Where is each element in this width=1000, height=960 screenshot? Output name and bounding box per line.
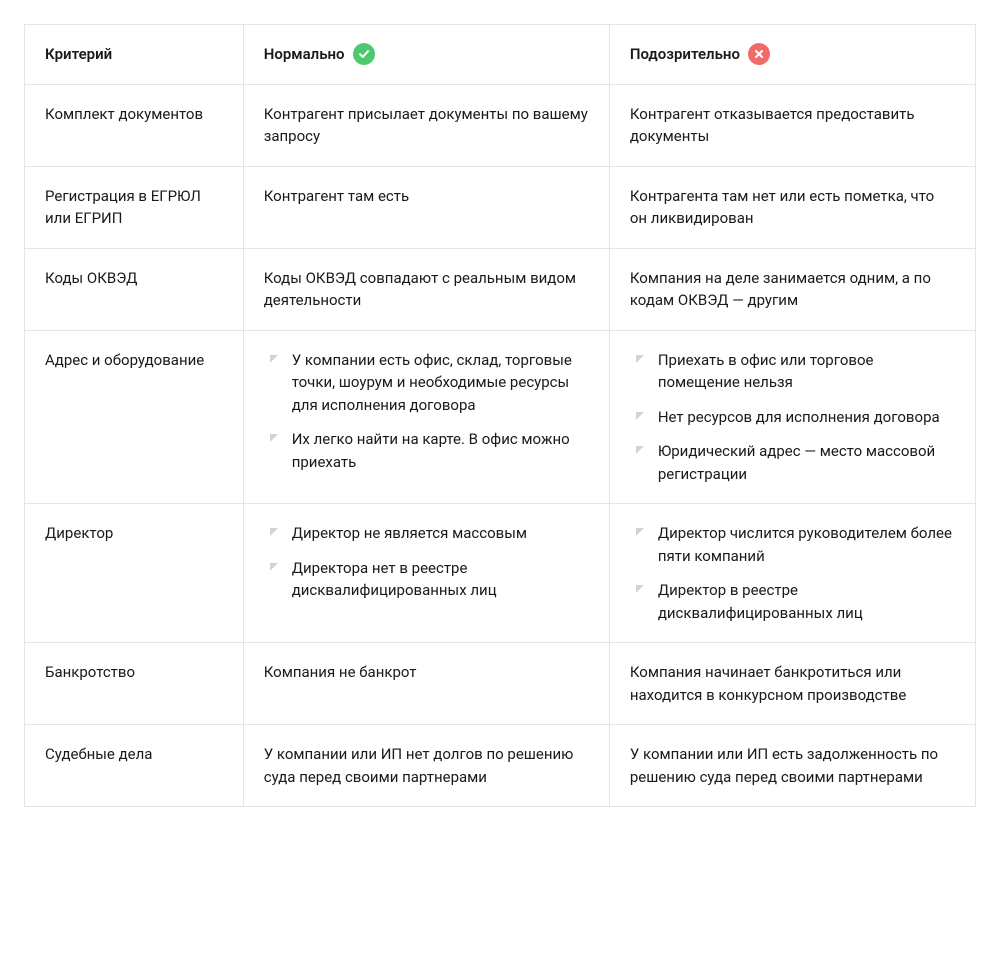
table-row: Судебные дела У компании или ИП нет долго… [25, 725, 976, 807]
cell-text: Контрагент там есть [264, 187, 409, 205]
table-row: Банкротство Компания не банкрот Компания н… [25, 643, 976, 725]
suspicious-cell: Директор числится руководителем более пя… [609, 504, 975, 643]
list-item: У компании есть офис, склад, торговые то… [264, 349, 589, 417]
col-header-normal-label: Нормально [264, 43, 345, 66]
table-header-row: Критерий Нормально Подозрительно [25, 25, 976, 85]
list-item: Нет ресурсов для исполнения договора [630, 406, 955, 429]
table-body: Комплект документов Контрагент присылает … [25, 84, 976, 807]
list-item: Приехать в офис или торговое помещение н… [630, 349, 955, 394]
cell-text: Контрагент отказывается предоставить док… [630, 105, 915, 146]
criterion-cell: Коды ОКВЭД [25, 248, 244, 330]
normal-cell: Контрагент присылает документы по вашему… [243, 84, 609, 166]
criterion-cell: Банкротство [25, 643, 244, 725]
criterion-cell: Комплект документов [25, 84, 244, 166]
cell-text: У компании или ИП есть задолженность по … [630, 745, 938, 786]
table-row: Комплект документов Контрагент присылает … [25, 84, 976, 166]
table-row: ДиректорДиректор не является массовымДир… [25, 504, 976, 643]
col-header-suspicious: Подозрительно [609, 25, 975, 85]
criterion-cell: Судебные дела [25, 725, 244, 807]
table-row: Регистрация в ЕГРЮЛ или ЕГРИП Контрагент … [25, 166, 976, 248]
criterion-cell: Регистрация в ЕГРЮЛ или ЕГРИП [25, 166, 244, 248]
cell-text: Компания начинает банкротиться или наход… [630, 663, 906, 704]
normal-cell: У компании есть офис, склад, торговые то… [243, 330, 609, 504]
criteria-table: Критерий Нормально Подозрительно [24, 24, 976, 807]
col-header-criterion: Критерий [25, 25, 244, 85]
col-header-normal: Нормально [243, 25, 609, 85]
check-icon [353, 43, 375, 65]
cell-text: Контрагента там нет или есть пометка, чт… [630, 187, 934, 228]
bullet-list: Директор не является массовым Директора н… [264, 522, 589, 602]
table-row: Адрес и оборудование У компании есть офис… [25, 330, 976, 504]
normal-cell: Контрагент там есть [243, 166, 609, 248]
suspicious-cell: Компания начинает банкротиться или наход… [609, 643, 975, 725]
list-item: Директор в реестре дисквалифицированных … [630, 579, 955, 624]
cell-text: Коды ОКВЭД совпадают с реальным видом де… [264, 269, 576, 310]
normal-cell: Директор не является массовым Директора н… [243, 504, 609, 643]
suspicious-cell: У компании или ИП есть задолженность по … [609, 725, 975, 807]
criterion-cell: Адрес и оборудование [25, 330, 244, 504]
table-row: Коды ОКВЭД Коды ОКВЭД совпадают с реальны… [25, 248, 976, 330]
criterion-cell: Директор [25, 504, 244, 643]
list-item: Их легко найти на карте. В офис можно пр… [264, 428, 589, 473]
normal-cell: Коды ОКВЭД совпадают с реальным видом де… [243, 248, 609, 330]
bullet-list: У компании есть офис, склад, торговые то… [264, 349, 589, 474]
bullet-list: Приехать в офис или торговое помещение н… [630, 349, 955, 486]
suspicious-cell: Компания на деле занимается одним, а по … [609, 248, 975, 330]
cross-icon [748, 43, 770, 65]
cell-text: Компания на деле занимается одним, а по … [630, 269, 931, 310]
suspicious-cell: Контрагента там нет или есть пометка, чт… [609, 166, 975, 248]
bullet-list: Директор числится руководителем более пя… [630, 522, 955, 624]
cell-text: Контрагент присылает документы по вашему… [264, 105, 588, 146]
cell-text: У компании или ИП нет долгов по решению … [264, 745, 574, 786]
col-header-suspicious-label: Подозрительно [630, 43, 740, 66]
suspicious-cell: Контрагент отказывается предоставить док… [609, 84, 975, 166]
list-item: Директор не является массовым [264, 522, 589, 545]
normal-cell: Компания не банкрот [243, 643, 609, 725]
list-item: Директор числится руководителем более пя… [630, 522, 955, 567]
normal-cell: У компании или ИП нет долгов по решению … [243, 725, 609, 807]
list-item: Юридический адрес — место массовой регис… [630, 440, 955, 485]
suspicious-cell: Приехать в офис или торговое помещение н… [609, 330, 975, 504]
col-header-criterion-label: Критерий [45, 45, 112, 63]
list-item: Директора нет в реестре дисквалифицирова… [264, 557, 589, 602]
cell-text: Компания не банкрот [264, 663, 417, 681]
